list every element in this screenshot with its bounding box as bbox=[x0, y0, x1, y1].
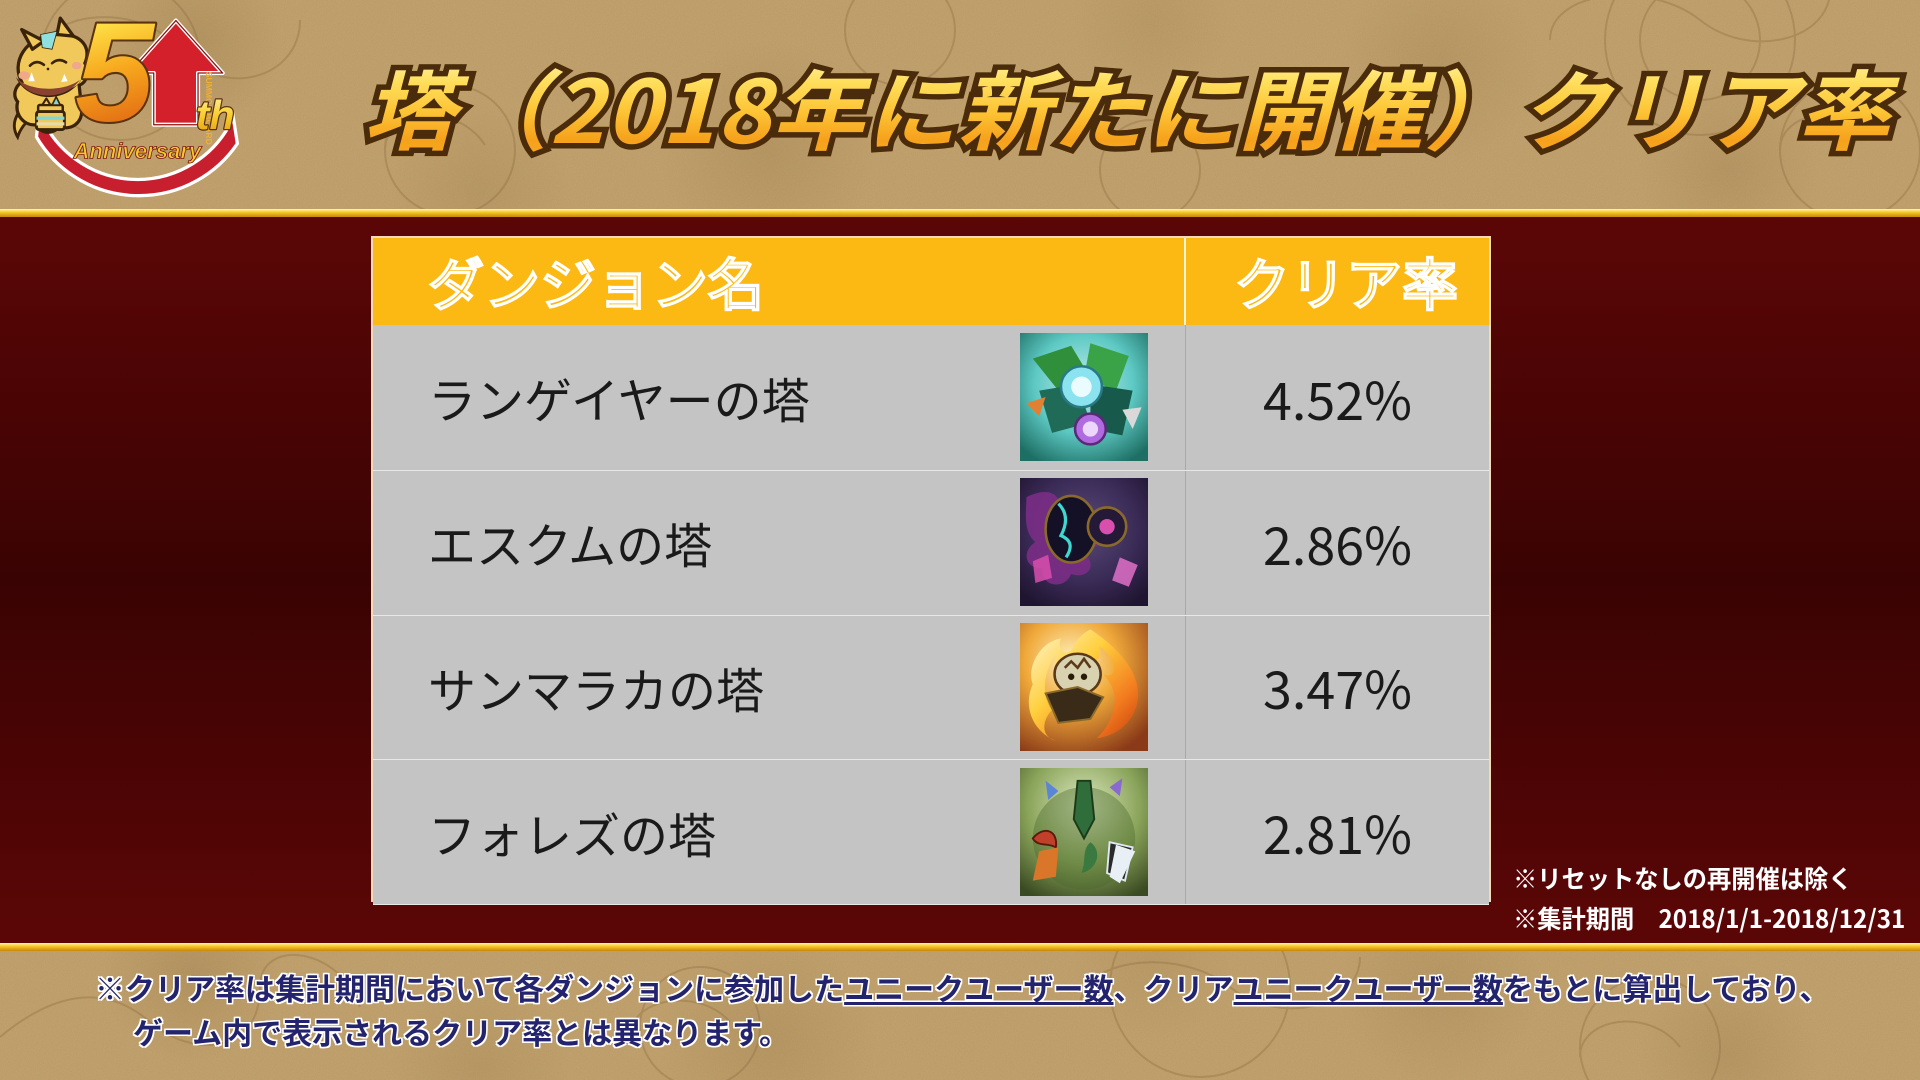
svg-text:Anniversary: Anniversary bbox=[72, 138, 203, 163]
svg-text:th: th bbox=[196, 92, 235, 138]
svg-text:5: 5 bbox=[75, 8, 156, 151]
